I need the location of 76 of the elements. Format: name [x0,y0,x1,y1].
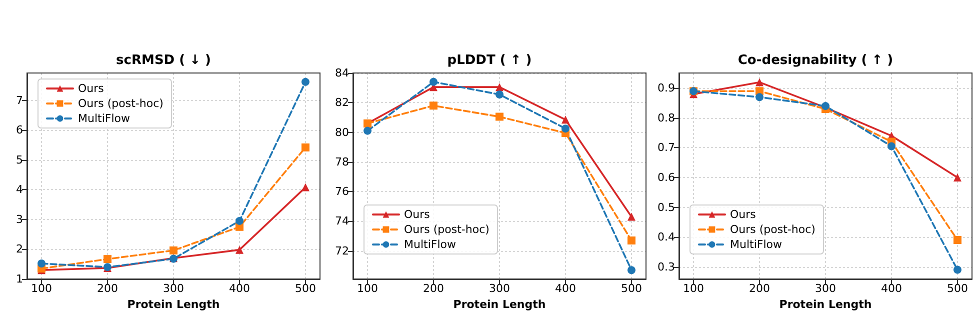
x-axis-title: Protein Length [127,298,220,311]
y-tick-label: 80 [335,126,349,139]
y-tick-label: 5 [16,153,23,166]
point [562,124,570,133]
legend-label: Ours (post-hoc) [404,223,490,236]
point [430,102,438,110]
y-tick-label: 6 [16,124,23,137]
y-tick-label: 1 [16,272,23,286]
point [235,246,244,254]
y-tick-label: 74 [335,214,349,228]
y-tick-label: 7 [16,94,23,107]
point [496,112,504,121]
y-tick-label: 0.5 [658,200,675,214]
x-tick-label: 200 [423,282,444,295]
x-tick-label: 400 [880,282,902,295]
chart-title: Co-designability ( ↑ ) [738,53,894,68]
point [627,212,636,221]
y-tick-label: 4 [16,183,23,196]
point [888,142,896,150]
y-tick-label: 0.9 [658,82,675,95]
y-tick-label: 0.3 [658,260,675,274]
legend-label: Ours (post-hoc) [78,97,164,110]
y-tick-label: 0.7 [658,141,675,154]
point [496,83,504,92]
x-tick-label: 100 [357,282,378,295]
point [953,173,962,182]
x-tick-label: 200 [749,282,770,295]
point [756,78,764,86]
y-tick-label: 78 [335,155,349,168]
point [301,143,310,152]
point [430,78,438,86]
point [364,126,372,135]
point [104,255,112,264]
x-tick-label: 300 [489,282,510,295]
x-axis-title: Protein Length [779,298,872,311]
x-tick-label: 100 [31,282,52,295]
x-tick-label: 300 [163,282,184,295]
legend-label: MultiFlow [78,112,130,125]
x-tick-label: 500 [946,282,968,295]
legend-label: MultiFlow [404,238,456,251]
legend-label: Ours [730,208,756,221]
y-tick-label: 3 [16,212,23,226]
y-tick-label: 0.8 [658,111,675,124]
chart-title: scRMSD ( ↓ ) [116,53,211,68]
y-tick-label: 84 [335,66,349,80]
legend-label: Ours [404,208,430,221]
y-tick-label: 2 [16,242,23,256]
x-tick-label: 400 [228,282,250,295]
y-tick-label: 0.6 [658,170,675,184]
y-tick-label: 72 [335,244,349,258]
legend-label: Ours [78,82,104,95]
y-tick-label: 76 [335,185,349,198]
point [953,266,962,274]
point [953,236,962,244]
point [236,216,244,225]
point [627,236,636,244]
x-tick-label: 500 [620,282,642,295]
y-tick-label: 82 [335,96,349,110]
point [170,246,178,254]
point [756,93,764,102]
x-axis-title: Protein Length [453,298,546,311]
legend-label: MultiFlow [730,238,782,251]
x-tick-label: 300 [815,282,836,295]
point [301,183,310,192]
point [301,78,310,86]
point [496,90,504,98]
y-tick-label: 0.4 [658,230,675,244]
legend-label: Ours (post-hoc) [730,223,816,236]
point [561,116,570,124]
x-tick-label: 100 [683,282,704,295]
point [38,260,46,268]
x-tick-label: 400 [554,282,576,295]
chart-title: pLDDT ( ↑ ) [447,53,532,68]
x-tick-label: 200 [97,282,118,295]
point [627,266,636,274]
x-tick-label: 500 [294,282,316,295]
